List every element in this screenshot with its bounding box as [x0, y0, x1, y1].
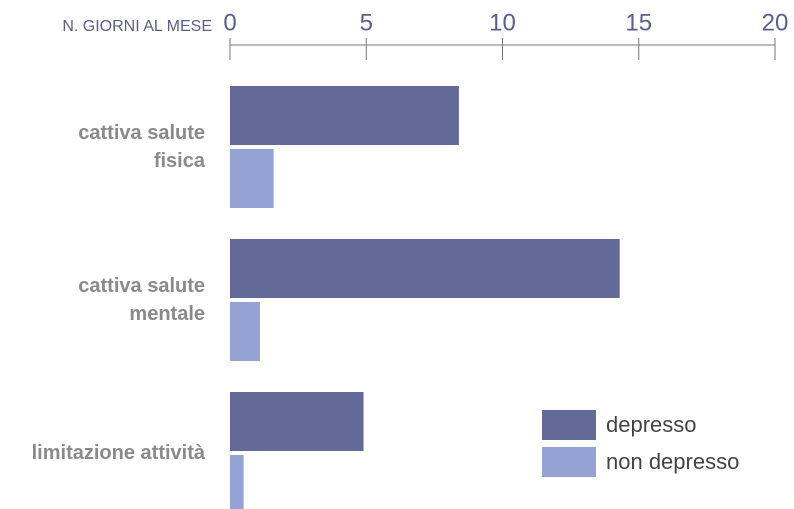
x-tick-label: 20 — [762, 9, 789, 36]
legend-swatch — [542, 410, 596, 440]
x-tick-label: 15 — [625, 9, 652, 36]
category-label: cattiva salute fisica — [78, 122, 205, 172]
bar — [230, 455, 244, 509]
bar — [230, 302, 260, 361]
bar — [230, 392, 364, 451]
x-tick-label: 10 — [489, 9, 516, 36]
legend-label: non depresso — [606, 449, 739, 474]
axis-title: N. GIORNI AL MESE — [62, 18, 212, 35]
x-tick-label: 5 — [360, 9, 373, 36]
legend-swatch — [542, 447, 596, 477]
category-label: limitazione attività — [31, 442, 205, 464]
category-label: cattiva salute mentale — [78, 275, 205, 325]
x-tick-label: 0 — [223, 9, 236, 36]
bar — [230, 86, 459, 145]
bar — [230, 149, 274, 208]
legend-label: depresso — [606, 412, 697, 437]
bar — [230, 239, 620, 298]
